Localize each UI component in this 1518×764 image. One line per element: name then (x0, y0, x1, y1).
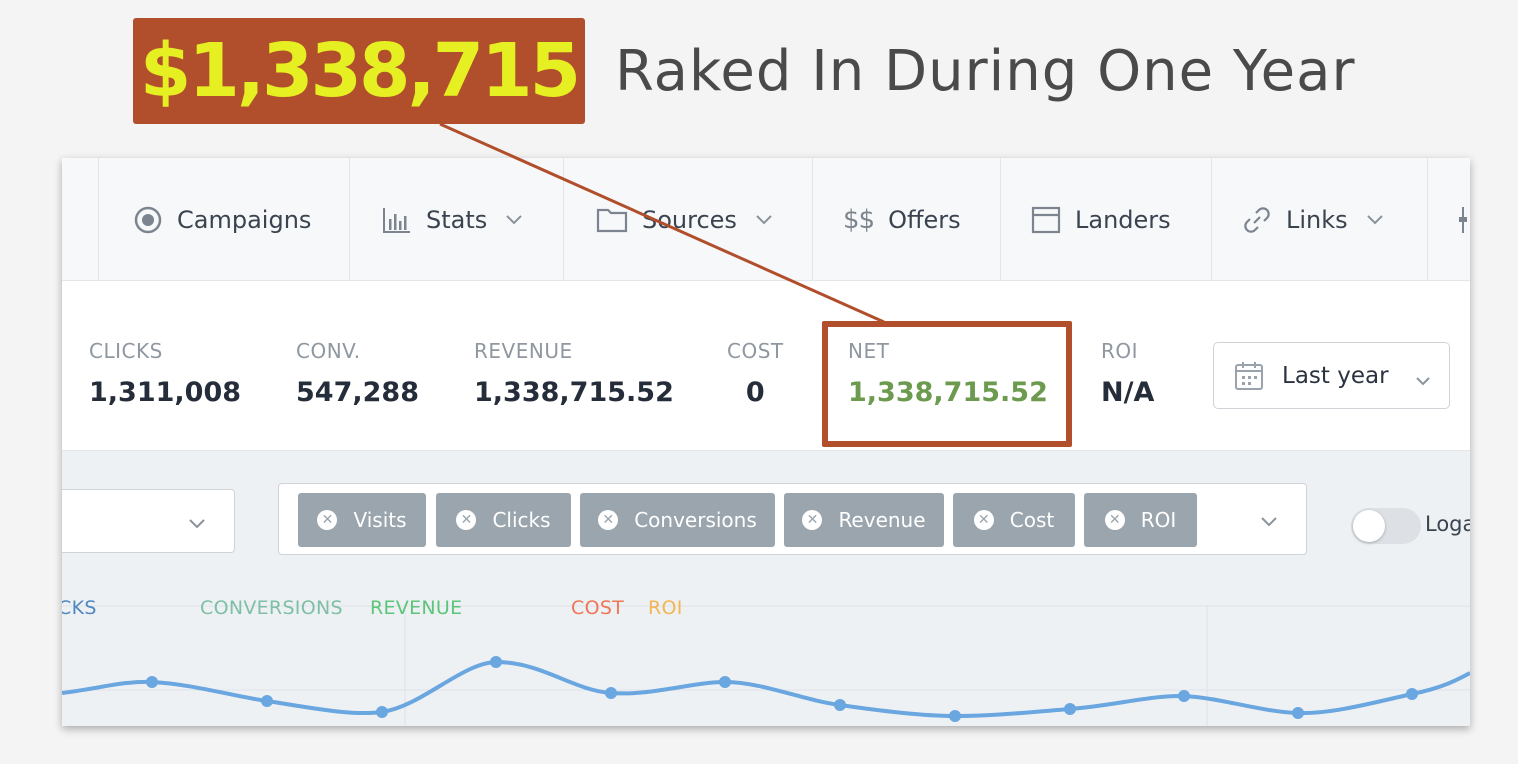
stat-net: NET 1,338,715.52 (848, 339, 1048, 408)
remove-tag-icon[interactable]: ✕ (973, 510, 994, 530)
nav-item-offers[interactable]: $$ Offers (812, 158, 1000, 281)
remove-tag-icon[interactable]: ✕ (802, 510, 823, 530)
tag-roi[interactable]: ✕ ROI (1084, 493, 1197, 547)
tag-label: Cost (1009, 508, 1055, 532)
metrics-multiselect[interactable]: ✕ Visits ✕ Clicks ✕ Conversions ✕ Revenu… (278, 483, 1307, 555)
date-range-select[interactable]: Last year (1213, 342, 1450, 409)
tag-revenue[interactable]: ✕ Revenue (784, 493, 944, 547)
stat-value: 1,338,715.52 (848, 377, 1048, 408)
series-line (62, 659, 1470, 719)
legend-roi[interactable]: ROI (648, 597, 683, 619)
chevron-down-icon (1415, 367, 1431, 393)
chevron-down-icon (505, 214, 523, 225)
link-icon (1242, 205, 1272, 235)
headline-text: Raked In During One Year (615, 39, 1356, 104)
data-point[interactable] (834, 699, 846, 711)
window-icon (1031, 206, 1061, 234)
log-scale-toggle[interactable] (1351, 508, 1421, 544)
chevron-down-icon (1260, 512, 1278, 531)
dollar-icon: $$ (843, 204, 875, 235)
target-icon (133, 205, 163, 235)
tag-label: Conversions (634, 508, 757, 532)
data-point[interactable] (719, 676, 731, 688)
chevron-down-icon (1366, 214, 1384, 225)
top-nav: Campaigns Stats Sources $$ Offers (62, 158, 1470, 281)
stat-conv: CONV. 547,288 (296, 339, 419, 408)
tag-label: Visits (353, 508, 407, 532)
stat-clicks: CLICKS 1,311,008 (89, 339, 241, 408)
chart-svg (62, 605, 1470, 726)
stat-label: COST (727, 339, 784, 363)
stat-label: ROI (1101, 339, 1139, 363)
nav-item-landers[interactable]: Landers (1000, 158, 1211, 281)
stat-roi: ROI N/A (1101, 339, 1154, 408)
stat-value: 547,288 (296, 377, 419, 408)
net-highlight-box (822, 321, 1072, 447)
data-point[interactable] (1292, 707, 1304, 719)
tag-conversions[interactable]: ✕ Conversions (580, 493, 775, 547)
data-point[interactable] (1178, 690, 1190, 702)
chevron-down-icon (188, 514, 206, 533)
legend-clicks[interactable]: CKS (62, 597, 97, 619)
data-point[interactable] (1406, 688, 1418, 700)
series-points (146, 656, 1418, 722)
stat-cost: COST 0 (727, 339, 784, 408)
nav-item-label: Landers (1075, 205, 1171, 234)
remove-tag-icon[interactable]: ✕ (456, 510, 477, 530)
stat-value: 0 (745, 377, 765, 408)
nav-item-label: Links (1286, 205, 1348, 234)
stat-value: 1,338,715.52 (474, 377, 674, 408)
group-by-select[interactable] (62, 489, 235, 553)
remove-tag-icon[interactable]: ✕ (1104, 510, 1125, 530)
toggle-knob (1353, 510, 1385, 542)
settings-sliders-icon (1458, 205, 1468, 235)
stat-label: CLICKS (89, 339, 163, 363)
chevron-down-icon (755, 214, 773, 225)
nav-item-sources[interactable]: Sources (563, 158, 812, 281)
legend-revenue[interactable]: REVENUE (370, 597, 463, 619)
calendar-icon (1234, 361, 1264, 391)
tag-clicks[interactable]: ✕ Clicks (436, 493, 571, 547)
nav-item-partial-right[interactable] (1427, 158, 1470, 281)
nav-item-label: Stats (426, 205, 488, 234)
nav-item-stats[interactable]: Stats (349, 158, 563, 281)
stat-label: CONV. (296, 339, 361, 363)
remove-tag-icon[interactable]: ✕ (317, 510, 338, 530)
stat-value: N/A (1101, 377, 1155, 408)
nav-item-label: Campaigns (177, 205, 312, 234)
tag-label: ROI (1140, 508, 1177, 532)
folder-icon (596, 206, 628, 234)
headline-amount: $1,338,715 (139, 28, 581, 114)
chart-area: CKS CONVERSIONS REVENUE COST ROI (62, 578, 1470, 726)
tag-label: Clicks (492, 508, 551, 532)
data-point[interactable] (1064, 703, 1076, 715)
nav-item-links[interactable]: Links (1211, 158, 1427, 281)
tag-visits[interactable]: ✕ Visits (298, 493, 426, 547)
stat-revenue: REVENUE 1,338,715.52 (474, 339, 674, 408)
data-point[interactable] (376, 706, 388, 718)
data-point[interactable] (949, 710, 961, 722)
tag-label: Revenue (838, 508, 926, 532)
nav-item-label: Sources (642, 205, 737, 234)
legend-conversions[interactable]: CONVERSIONS (200, 597, 343, 619)
date-range-value: Last year (1282, 362, 1389, 389)
data-point[interactable] (605, 687, 617, 699)
legend-cost[interactable]: COST (571, 597, 625, 619)
nav-item-campaigns[interactable]: Campaigns (98, 158, 349, 281)
stat-label: REVENUE (474, 339, 573, 363)
nav-item-partial[interactable] (62, 158, 98, 281)
headline-badge: $1,338,715 (133, 18, 585, 124)
data-point[interactable] (261, 695, 273, 707)
remove-tag-icon[interactable]: ✕ (598, 510, 619, 530)
tag-cost[interactable]: ✕ Cost (953, 493, 1075, 547)
app-window: Campaigns Stats Sources $$ Offers (62, 158, 1470, 726)
data-point[interactable] (146, 676, 158, 688)
stat-value: 1,311,008 (89, 377, 242, 408)
nav-item-label: Offers (888, 205, 961, 234)
stats-bar: CLICKS 1,311,008 CONV. 547,288 REVENUE 1… (62, 281, 1470, 451)
log-scale-label: Loga (1425, 512, 1470, 536)
bar-chart-icon (382, 206, 412, 234)
stat-label: NET (848, 339, 890, 363)
data-point[interactable] (490, 656, 502, 668)
